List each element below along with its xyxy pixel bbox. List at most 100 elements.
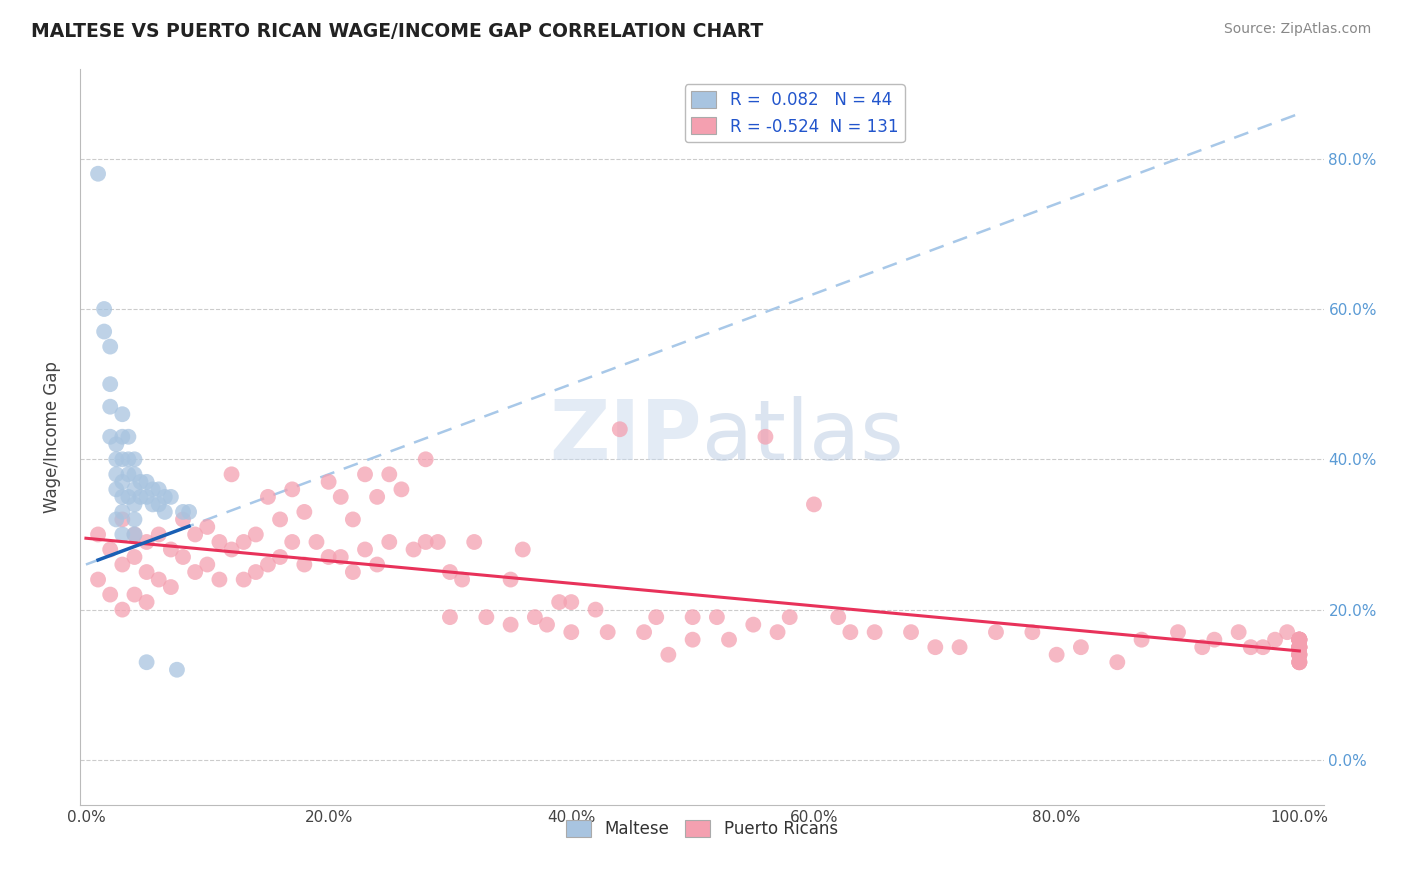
Point	[354, 467, 377, 482]
Point	[269, 549, 291, 564]
Point	[111, 407, 134, 421]
Point	[1046, 648, 1069, 662]
Point	[1130, 632, 1153, 647]
Point	[172, 512, 194, 526]
Point	[148, 483, 170, 497]
Point	[1288, 632, 1310, 647]
Point	[111, 475, 134, 489]
Point	[124, 512, 146, 526]
Point	[1288, 648, 1310, 662]
Point	[98, 542, 121, 557]
Point	[1288, 648, 1310, 662]
Point	[366, 558, 388, 572]
Point	[160, 490, 183, 504]
Point	[135, 595, 157, 609]
Point	[900, 625, 922, 640]
Point	[1070, 640, 1092, 655]
Point	[117, 452, 139, 467]
Point	[105, 483, 128, 497]
Point	[87, 573, 110, 587]
Point	[1288, 640, 1310, 655]
Point	[148, 527, 170, 541]
Point	[135, 565, 157, 579]
Point	[111, 430, 134, 444]
Point	[1288, 640, 1310, 655]
Point	[111, 558, 134, 572]
Point	[257, 490, 280, 504]
Text: atlas: atlas	[702, 396, 904, 477]
Point	[111, 527, 134, 541]
Point	[111, 602, 134, 616]
Point	[208, 573, 231, 587]
Point	[1288, 648, 1310, 662]
Point	[984, 625, 1007, 640]
Point	[135, 535, 157, 549]
Point	[439, 610, 461, 624]
Point	[1288, 655, 1310, 669]
Point	[111, 490, 134, 504]
Point	[111, 505, 134, 519]
Point	[292, 505, 315, 519]
Point	[135, 655, 157, 669]
Point	[1288, 640, 1310, 655]
Point	[523, 610, 546, 624]
Point	[329, 490, 352, 504]
Point	[93, 301, 115, 316]
Point	[718, 632, 741, 647]
Point	[1288, 640, 1310, 655]
Point	[924, 640, 946, 655]
Point	[378, 467, 401, 482]
Point	[318, 475, 340, 489]
Point	[148, 497, 170, 511]
Point	[93, 325, 115, 339]
Point	[221, 467, 243, 482]
Point	[645, 610, 668, 624]
Point	[111, 452, 134, 467]
Point	[585, 602, 607, 616]
Point	[318, 549, 340, 564]
Point	[512, 542, 534, 557]
Point	[124, 549, 146, 564]
Point	[166, 663, 188, 677]
Point	[354, 542, 377, 557]
Point	[1288, 640, 1310, 655]
Point	[160, 542, 183, 557]
Point	[1288, 655, 1310, 669]
Point	[111, 512, 134, 526]
Point	[184, 527, 207, 541]
Point	[682, 610, 704, 624]
Point	[536, 617, 558, 632]
Point	[366, 490, 388, 504]
Point	[245, 527, 267, 541]
Point	[1191, 640, 1213, 655]
Point	[98, 400, 121, 414]
Point	[1288, 632, 1310, 647]
Point	[342, 512, 364, 526]
Point	[1288, 632, 1310, 647]
Point	[232, 573, 254, 587]
Point	[117, 490, 139, 504]
Point	[281, 483, 304, 497]
Point	[803, 497, 825, 511]
Point	[142, 497, 165, 511]
Point	[124, 483, 146, 497]
Point	[415, 535, 437, 549]
Point	[177, 505, 200, 519]
Point	[105, 512, 128, 526]
Point	[153, 505, 176, 519]
Point	[124, 452, 146, 467]
Point	[1021, 625, 1043, 640]
Point	[1288, 632, 1310, 647]
Point	[124, 497, 146, 511]
Point	[402, 542, 425, 557]
Point	[1288, 640, 1310, 655]
Point	[142, 483, 165, 497]
Point	[221, 542, 243, 557]
Point	[124, 527, 146, 541]
Point	[257, 558, 280, 572]
Point	[1288, 632, 1310, 647]
Point	[124, 588, 146, 602]
Point	[124, 467, 146, 482]
Point	[1288, 640, 1310, 655]
Point	[98, 430, 121, 444]
